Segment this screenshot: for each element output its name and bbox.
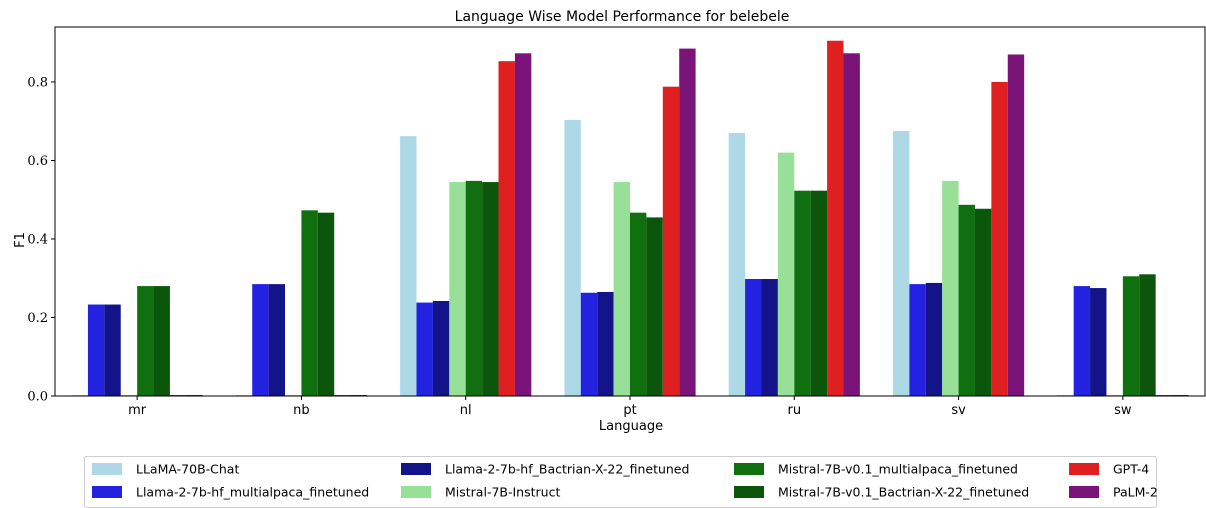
bar-sv-6 [974,208,992,396]
legend-swatch [401,486,431,498]
bar-mr-5 [137,286,154,396]
bar-sv-4 [942,180,959,396]
legend-label: Mistral-7B-v0.1_multialpaca_finetuned [778,462,1018,477]
bar-ru-4 [777,152,795,396]
x-tick-label-nb: nb [293,403,310,418]
x-tick-label-sv: sv [951,403,966,418]
bar-mr-3 [104,304,121,396]
bar-nb-5 [301,210,318,396]
bar-mr-6 [153,286,170,396]
y-axis-label: F1 [13,232,28,248]
legend-label: GPT-4 [1113,462,1149,477]
legend-label: Llama-2-7b-hf_multialpaca_finetuned [136,485,369,500]
bar-sv-5 [958,204,975,396]
legend-swatch [734,486,764,498]
x-axis-label: Language [599,419,663,434]
y-tick-label: 0.0 [27,390,48,405]
y-tick-label: 0.8 [27,75,48,90]
bar-pt-1 [564,120,581,396]
bar-nl-6 [482,182,499,396]
x-tick-label-sw: sw [1114,403,1132,418]
bar-sw-2 [1073,286,1091,396]
bar-pt-6 [646,217,663,396]
x-tick-label-ru: ru [787,403,801,418]
bar-nl-1 [400,136,417,396]
legend-swatch [92,463,122,475]
bar-nl-3 [432,301,450,396]
bar-ru-2 [745,279,762,396]
axes-group: 0.0 0.2 0.4 0.6 0.8 mr nb nl pt ru sv sw [27,26,1206,418]
x-tick-label-mr: mr [128,403,147,418]
bar-pt-8 [679,48,696,397]
x-tick-label-pt: pt [623,403,636,418]
legend-swatch [92,486,122,498]
bar-sv-8 [1007,54,1025,396]
y-tick-label: 0.6 [27,154,48,169]
bar-sv-3 [925,282,943,396]
bar-nl-4 [449,182,466,396]
bar-ru-5 [794,190,811,396]
legend-label: Llama-2-7b-hf_Bactrian-X-22_finetuned [445,462,689,477]
bar-mr-2 [87,304,105,396]
bar-nl-7 [498,61,515,397]
bar-nl-5 [465,180,483,396]
bar-ru-6 [810,190,828,396]
y-tick-label: 0.4 [27,232,48,247]
legend-label: Mistral-7B-v0.1_Bactrian-X-22_finetuned [778,485,1029,500]
bar-nl-2 [416,302,433,396]
bar-pt-3 [597,291,614,396]
bar-nb-3 [268,284,286,396]
legend-swatch [1069,486,1099,498]
bar-sw-5 [1122,276,1140,396]
legend-swatch [734,463,764,475]
legend-label: Mistral-7B-Instruct [445,485,560,500]
legend-label: PaLM-2 [1113,485,1158,500]
legend: LLaMA-70B-Chat Llama-2-7b-hf_multialpaca_… [84,456,1158,508]
legend-swatch [1069,463,1099,475]
bar-sv-7 [991,81,1008,397]
bar-pt-7 [662,86,680,397]
chart-title: Language Wise Model Performance for bele… [455,9,790,25]
bar-ru-7 [827,40,844,397]
bar-pt-4 [613,182,630,396]
bar-nb-6 [317,212,335,396]
y-tick-label: 0.2 [27,311,48,326]
bar-sv-1 [892,131,910,396]
bar-pt-5 [630,212,647,396]
bar-sv-2 [909,284,926,396]
bar-ru-1 [728,132,746,397]
legend-swatch [401,463,431,475]
x-tick-label-nl: nl [460,403,472,418]
bar-sw-6 [1139,274,1156,396]
bars-group [71,40,1189,397]
bar-ru-8 [843,53,860,397]
bar-nb-2 [252,284,269,396]
bar-nl-8 [514,53,532,397]
bar-pt-2 [580,292,598,396]
bar-ru-3 [761,279,778,396]
bar-sw-3 [1090,288,1107,396]
legend-label: LLaMA-70B-Chat [136,462,239,477]
